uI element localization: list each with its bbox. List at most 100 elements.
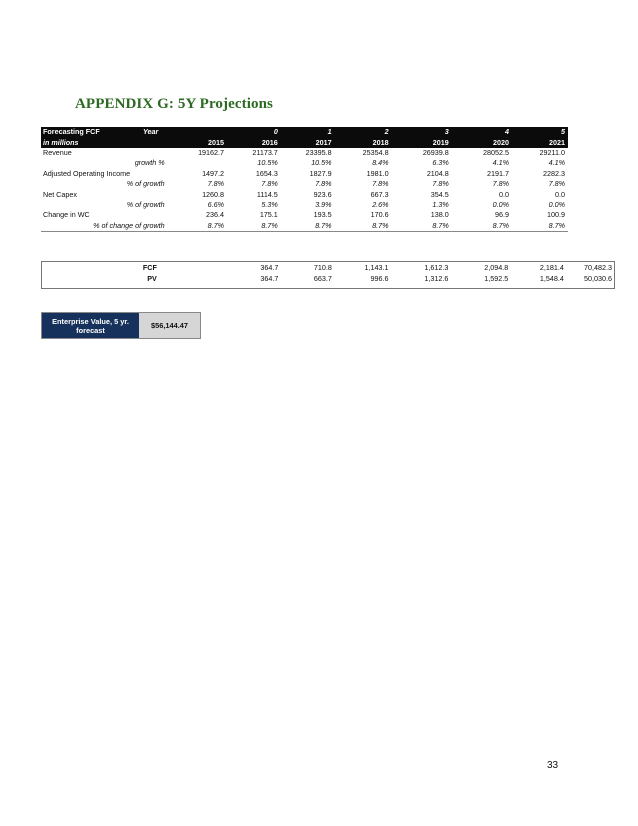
table-cell: 8.7% (227, 220, 281, 232)
table-cell: 5.3% (261, 199, 278, 209)
row-label: Revenue (43, 147, 72, 157)
fcf-cell: 2,181.4 (539, 263, 564, 272)
table-cell: 8.4% (372, 158, 389, 168)
table-cell: 8.7% (280, 220, 335, 232)
row-label: Change in WC (43, 210, 90, 220)
fcf-cell: 710.8 (313, 263, 332, 272)
table-cell: 7.8% (315, 179, 332, 189)
appendix-heading: APPENDIX G: 5Y Projections (75, 96, 273, 112)
table-cell: 1981.0 (366, 168, 389, 178)
table-cell: 1114.5 (256, 189, 278, 199)
table-cell: 26939.8 (422, 147, 449, 157)
fcf-cell: 364.7 (260, 274, 279, 283)
table-cell: 354.5 (430, 189, 449, 199)
fcf-cell: 1,612.3 (424, 263, 449, 272)
fcf-cell: 1,548.4 (539, 274, 564, 283)
table-cell: 8.7% (334, 220, 392, 232)
fcf-pv-box: FCF 364.7 710.8 1,143.1 1,612.3 2,094.8 2,181.… (41, 261, 615, 289)
enterprise-value-label: Enterprise Value, 5 yr. forecast (42, 313, 139, 338)
table-row: Change in WC 236.4 175.1 193.5 170.6 138.0 96.… (41, 210, 568, 220)
fcf-cell: 996.6 (370, 274, 389, 283)
table-cell: 1260.8 (202, 189, 225, 199)
table-cell: 2191.7 (487, 168, 510, 178)
year-header: 2019 (391, 137, 452, 148)
table-cell: 29211.0 (539, 147, 565, 157)
fcf-cell: 50,030.6 (584, 274, 612, 283)
fcf-row-label: FCF (142, 263, 157, 272)
table-row: growth % 10.5% 10.5% 8.4% 6.3% 4.1% 4.1% (41, 158, 568, 168)
table-cell: 2.6% (372, 199, 389, 209)
table-cell: 25354.8 (362, 147, 389, 157)
projections-table: Forecasting FCF Year 0 1 2 3 4 5 in mill… (41, 127, 568, 232)
table-header-row: Forecasting FCF Year 0 1 2 3 4 5 (41, 127, 568, 138)
table-cell: 6.3% (432, 158, 449, 168)
table-cell: 0.0% (492, 199, 510, 209)
fcf-cell: 70,482.3 (584, 263, 612, 272)
fcf-body: FCF 364.7 710.8 1,143.1 1,612.3 2,094.8 2,181.… (42, 262, 614, 284)
table-cell: 0.0% (548, 199, 565, 209)
fcf-row: PV 364.7 663.7 996.6 1,312.6 1,592.5 1,548.4 50… (42, 273, 614, 284)
table-cell: 7.8% (207, 179, 225, 189)
year-header: 2021 (512, 137, 568, 148)
year-header: 2016 (227, 137, 281, 148)
table-cell: 193.5 (313, 210, 332, 220)
table-cell: 1654.3 (255, 168, 278, 178)
period-number: 4 (451, 127, 513, 138)
table-cell: 170.6 (370, 210, 389, 220)
table-years-row: in millions 2015 2016 2017 2018 2019 202… (41, 137, 568, 148)
table-cell: 6.6% (207, 199, 225, 209)
table-cell: 175.1 (259, 210, 278, 220)
table-cell (179, 158, 227, 168)
table-row: Revenue 19162.7 21173.7 23395.8 25354.8 26939… (41, 148, 568, 158)
fcf-cell: 2,094.8 (484, 263, 509, 272)
table-cell: 96.9 (495, 210, 510, 220)
fcf-cell: 663.7 (313, 274, 332, 283)
table-cell: 7.8% (432, 179, 449, 189)
table-cell: 1.3% (432, 199, 449, 209)
page-number: 33 (547, 760, 559, 771)
table-row: % of growth 6.6% 5.3% 3.9% 2.6% 1.3% 0.0% 0.0% (41, 200, 568, 210)
row-label: % of growth (126, 179, 165, 189)
period-number: 5 (512, 127, 568, 138)
table-cell: 138.0 (430, 210, 449, 220)
row-label: % of growth (126, 199, 165, 209)
table-cell: 21173.7 (252, 147, 278, 157)
fcf-cell: 1,143.1 (364, 263, 389, 272)
projections-body: Revenue 19162.7 21173.7 23395.8 25354.8 26939… (41, 148, 568, 232)
table-cell: 8.7% (178, 220, 228, 232)
table-cell: 4.1% (548, 158, 565, 168)
year-header: 2017 (280, 137, 335, 148)
row-label: % of change of growth (41, 220, 179, 232)
period-number: 1 (280, 127, 335, 138)
table-cell: 7.8% (372, 179, 389, 189)
fcf-cell: 1,312.6 (424, 274, 449, 283)
table-cell: 2104.8 (426, 168, 449, 178)
table-cell: 1497.2 (202, 168, 225, 178)
table-cell: 8.7% (391, 220, 452, 232)
table-cell: 1827.9 (309, 168, 332, 178)
units-label: in millions (41, 137, 179, 148)
enterprise-value-box: Enterprise Value, 5 yr. forecast $56,144.… (41, 312, 201, 339)
row-label: Net Capex (43, 189, 77, 199)
header-corner: Forecasting FCF Year (41, 127, 179, 138)
table-cell: 10.5% (311, 158, 332, 168)
table-cell: 8.7% (451, 220, 513, 232)
ev-label-line2: forecast (76, 325, 105, 335)
table-cell: 7.8% (261, 179, 278, 189)
table-cell: 19162.7 (198, 147, 225, 157)
period-number (178, 127, 228, 138)
table-cell: 4.1% (492, 158, 510, 168)
table-row: Adjusted Operating Income 1497.2 1654.3 182… (41, 169, 568, 179)
table-cell: 7.8% (492, 179, 510, 189)
fcf-cell (179, 262, 227, 273)
period-number: 3 (391, 127, 452, 138)
fcf-cell: 1,592.5 (484, 274, 509, 283)
table-cell: 10.5% (257, 158, 278, 168)
table-cell: 923.6 (313, 189, 332, 199)
table-cell: 3.9% (315, 199, 332, 209)
fcf-row: FCF 364.7 710.8 1,143.1 1,612.3 2,094.8 2,181.… (42, 262, 614, 273)
fcf-row-label: PV (147, 274, 157, 283)
table-cell: 0.0 (555, 189, 565, 199)
table-cell: 7.8% (548, 179, 565, 189)
period-number: 2 (334, 127, 392, 138)
